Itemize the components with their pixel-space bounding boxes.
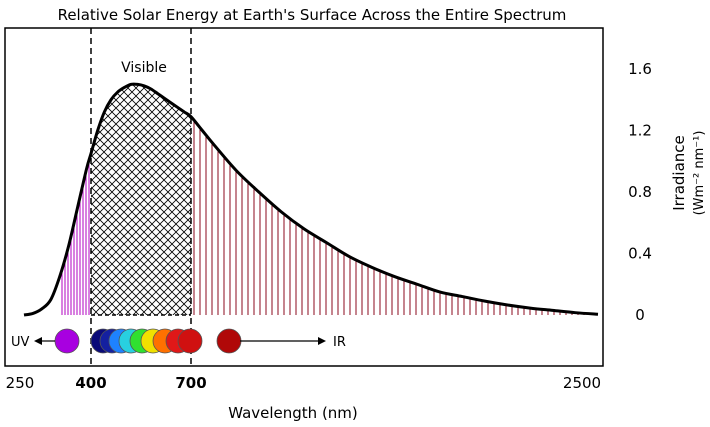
visible-region-crosshatch	[91, 84, 191, 315]
x-tick-label: 250	[6, 374, 35, 392]
y-tick-label: 0.4	[628, 245, 652, 263]
x-tick-label: 2500	[563, 374, 601, 392]
visible-label: Visible	[121, 60, 167, 76]
uv-label: UV	[11, 335, 30, 350]
x-tick-label: 400	[75, 374, 106, 392]
y-axis-units: (Wm⁻² nm⁻¹)	[692, 131, 707, 216]
y-tick-label: 1.6	[628, 60, 652, 78]
ir-arrowhead	[318, 337, 326, 345]
irradiance-curve	[23, 82, 599, 317]
plot-frame	[4, 27, 604, 367]
x-tick-label: 700	[175, 374, 206, 392]
spectrum-dot-uv	[54, 328, 80, 354]
y-axis-label: Irradiance	[670, 135, 688, 211]
y-tick-label: 1.2	[628, 122, 652, 140]
y-tick-label: 0.8	[628, 183, 652, 201]
ir-region-hatch	[193, 120, 585, 315]
y-tick-label: 0	[635, 306, 645, 324]
uv-region-hatch	[61, 160, 90, 315]
y-axis-ticks: 0 0.4 0.8 1.2 1.6	[628, 60, 652, 324]
chart-title: Relative Solar Energy at Earth's Surface…	[58, 6, 567, 24]
x-axis-ticks: 250 400 700 2500	[6, 374, 601, 392]
uv-arrowhead	[34, 337, 42, 345]
ir-label: IR	[333, 335, 346, 350]
spectrum-dot-deep-red	[177, 328, 203, 354]
spectrum-dots	[54, 328, 242, 354]
x-axis-label: Wavelength (nm)	[228, 404, 358, 422]
spectrum-dot-ir	[216, 328, 242, 354]
